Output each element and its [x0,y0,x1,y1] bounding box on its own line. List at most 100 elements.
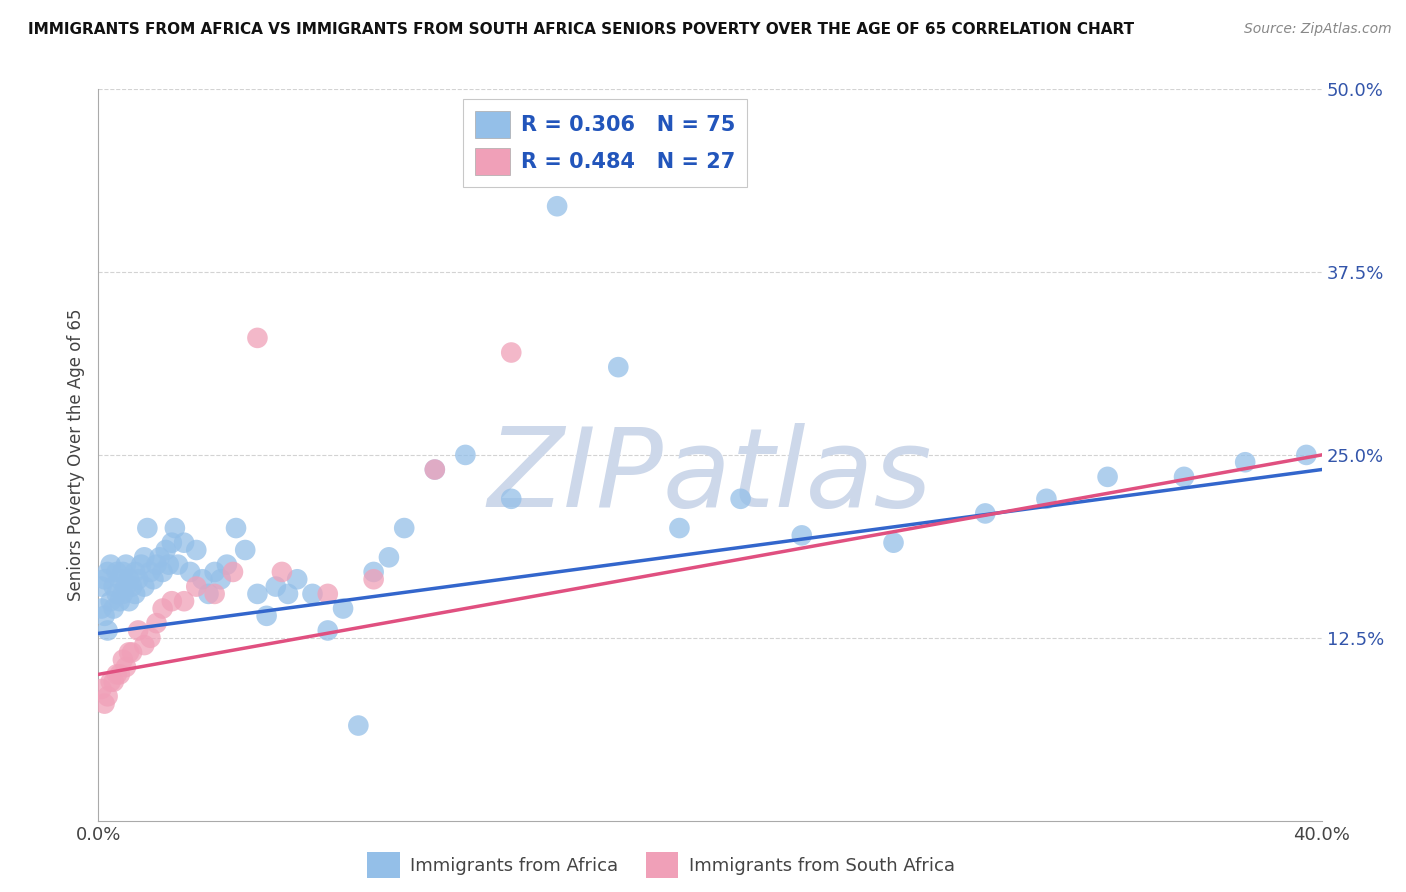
Legend: Immigrants from Africa, Immigrants from South Africa: Immigrants from Africa, Immigrants from … [360,845,962,885]
Point [105,667,128,681]
Point [1097,470,1119,484]
Point [139,631,162,645]
Text: Source: ZipAtlas.com: Source: ZipAtlas.com [1244,22,1392,37]
Point [134,550,156,565]
Point [501,491,523,506]
Point [118,572,141,586]
Point [246,331,269,345]
Point [152,565,174,579]
Point [149,550,172,565]
Point [121,580,143,594]
Point [124,565,146,579]
Point [209,572,232,586]
Point [93,608,115,623]
Point [167,558,190,572]
Point [301,587,323,601]
Point [277,587,299,601]
Point [316,587,339,601]
Point [97,624,120,638]
Point [127,624,149,638]
Point [115,660,138,674]
Point [129,558,152,572]
Point [264,580,287,594]
Point [316,624,339,638]
Point [97,690,120,704]
Point [157,558,180,572]
Point [163,521,186,535]
Point [124,587,146,601]
Point [160,594,183,608]
Point [392,521,416,535]
Point [1234,455,1257,469]
Point [115,580,138,594]
Point [111,587,134,601]
Point [285,572,308,586]
Point [423,462,446,476]
Point [173,594,195,608]
Point [256,608,278,623]
Point [363,572,385,586]
Point [546,199,568,213]
Point [118,594,141,608]
Point [246,587,269,601]
Text: ZIPatlas: ZIPatlas [488,424,932,531]
Point [97,565,120,579]
Point [186,580,208,594]
Point [93,572,115,586]
Point [118,645,141,659]
Point [225,521,247,535]
Point [90,601,112,615]
Point [100,594,122,608]
Point [974,507,997,521]
Point [105,587,128,601]
Point [454,448,477,462]
Point [501,345,523,359]
Point [347,718,370,732]
Point [1035,491,1057,506]
Point [204,565,226,579]
Point [186,543,208,558]
Point [115,558,138,572]
Point [93,697,115,711]
Point [423,462,446,476]
Point [173,535,195,549]
Point [197,587,219,601]
Point [108,667,131,681]
Point [111,565,134,579]
Point [233,543,256,558]
Point [90,580,112,594]
Point [111,653,134,667]
Y-axis label: Seniors Poverty Over the Age of 65: Seniors Poverty Over the Age of 65 [66,309,84,601]
Point [179,565,201,579]
Point [108,572,131,586]
Point [105,565,128,579]
Point [191,572,214,586]
Point [142,572,165,586]
Point [215,558,238,572]
Point [121,645,143,659]
Point [1295,448,1317,462]
Point [139,565,162,579]
Point [222,565,245,579]
Point [90,681,112,696]
Point [160,535,183,549]
Point [145,616,167,631]
Point [363,565,385,579]
Point [270,565,292,579]
Point [378,550,401,565]
Point [204,587,226,601]
Point [152,601,174,615]
Point [134,638,156,652]
Point [607,360,630,375]
Point [790,528,813,542]
Point [103,580,125,594]
Point [145,558,167,572]
Text: IMMIGRANTS FROM AFRICA VS IMMIGRANTS FROM SOUTH AFRICA SENIORS POVERTY OVER THE : IMMIGRANTS FROM AFRICA VS IMMIGRANTS FRO… [28,22,1135,37]
Point [1173,470,1195,484]
Point [100,558,122,572]
Point [730,491,752,506]
Point [108,594,131,608]
Point [155,543,177,558]
Point [103,601,125,615]
Point [127,572,149,586]
